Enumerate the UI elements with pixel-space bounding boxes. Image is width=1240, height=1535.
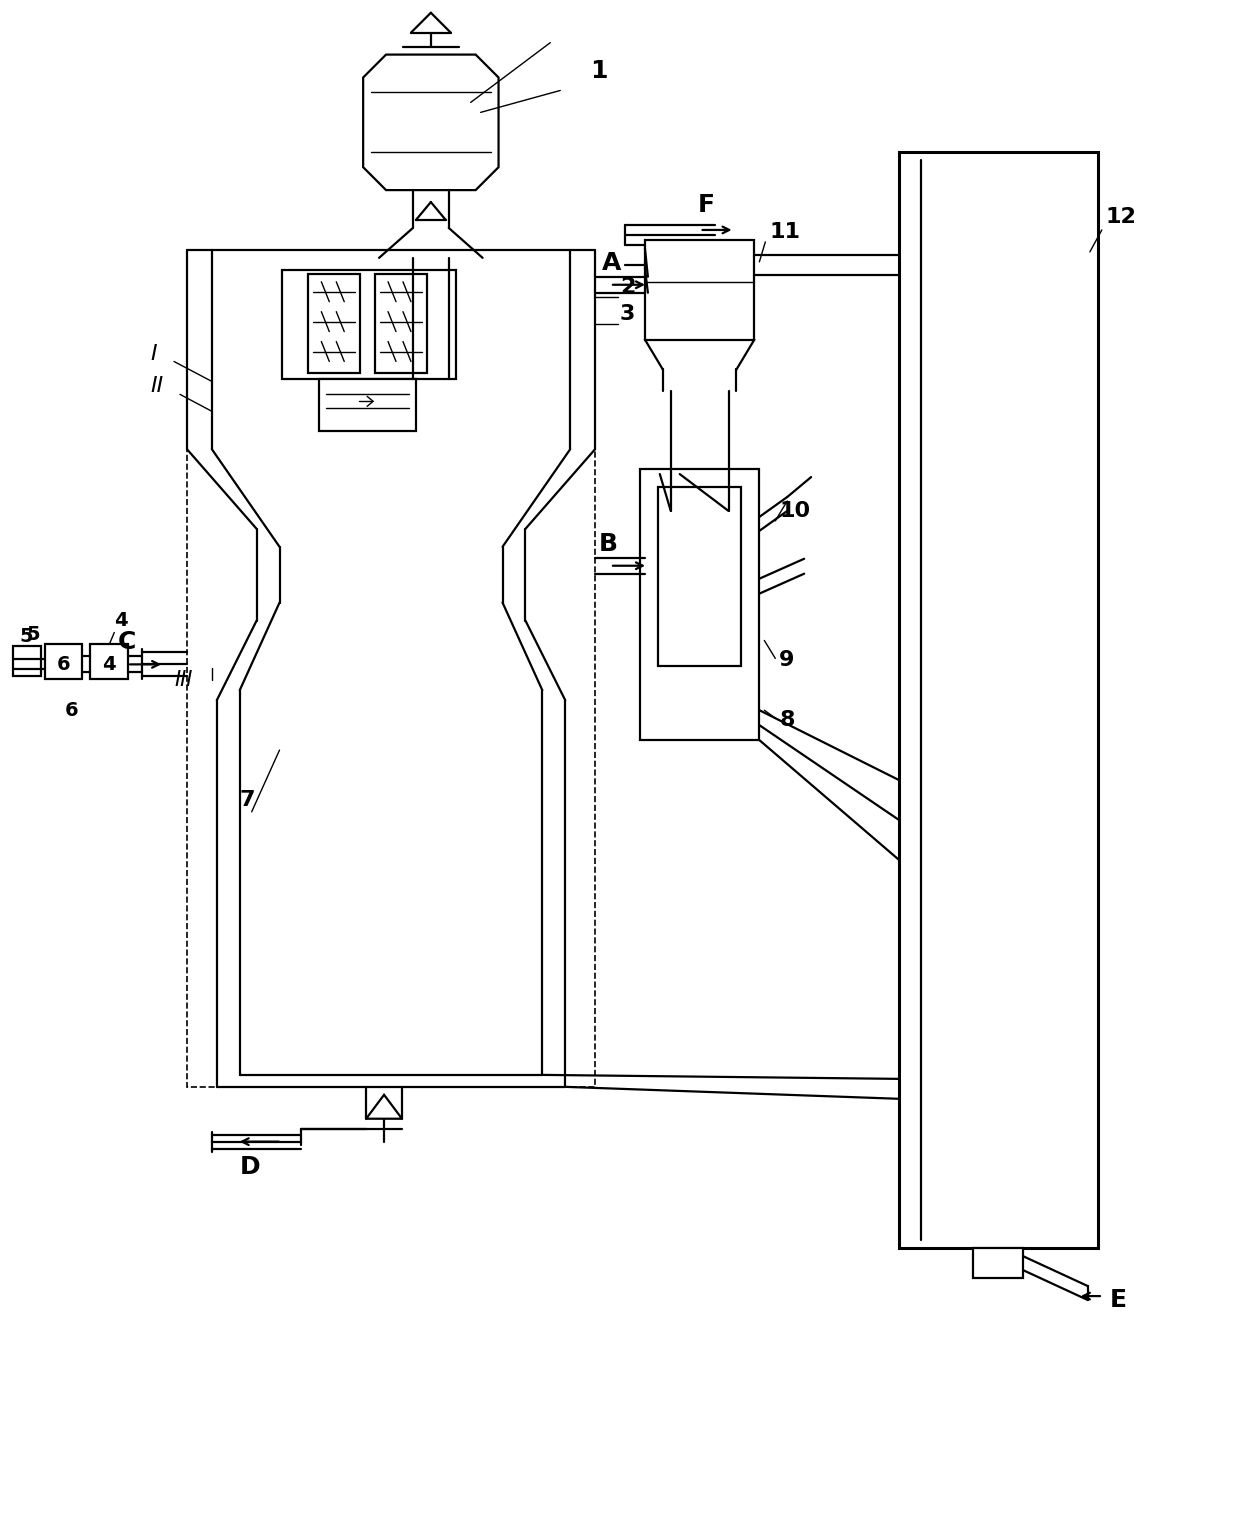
Bar [12,646,41,677]
Text: D: D [239,1154,260,1179]
Text: 6: 6 [64,700,78,720]
Text: C: C [118,631,136,654]
Polygon shape [366,1094,402,1119]
Bar [658,487,742,666]
Text: 4: 4 [103,655,117,674]
Text: 6: 6 [57,655,71,674]
Text: II: II [150,376,164,396]
Bar [91,645,128,680]
Text: 3: 3 [620,304,635,324]
Text: I: I [150,344,156,364]
Text: 5: 5 [27,625,40,645]
Text: 7: 7 [239,791,255,810]
Text: 4: 4 [114,611,128,629]
Bar [899,152,1097,1248]
Text: 12: 12 [1106,207,1137,227]
Bar [187,250,595,1087]
Text: 2: 2 [620,276,635,296]
Bar [645,239,754,339]
Text: 10: 10 [779,500,811,520]
Text: B: B [599,531,618,556]
Bar [45,645,82,680]
Text: F: F [698,193,715,216]
Bar [640,470,759,740]
Text: 9: 9 [779,651,795,671]
Bar [376,273,427,373]
Text: III: III [174,671,192,691]
Text: A: A [603,250,621,275]
Text: 1: 1 [590,58,608,83]
Text: 11: 11 [769,223,800,243]
Bar [320,379,415,431]
Bar [281,270,456,379]
Bar [309,273,360,373]
Bar [973,1248,1023,1279]
Text: 5: 5 [20,626,33,646]
Text: 8: 8 [779,711,795,731]
Text: E: E [1110,1288,1127,1312]
Polygon shape [363,55,498,190]
